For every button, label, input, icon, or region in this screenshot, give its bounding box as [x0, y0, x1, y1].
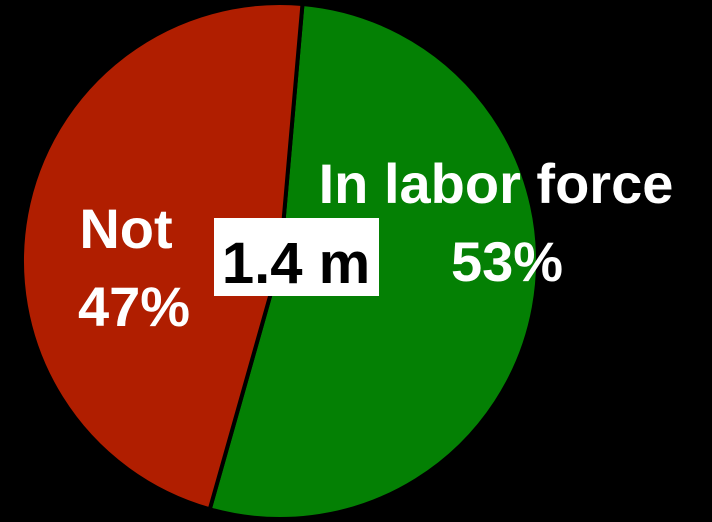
- slice-value-not: 47%: [78, 275, 190, 338]
- center-label-box: [214, 218, 379, 296]
- slice-value-in-labor-force: 53%: [451, 230, 563, 293]
- slice-label-in-labor-force: In labor force: [319, 152, 674, 215]
- center-label: 1.4 m: [222, 231, 370, 296]
- slice-label-not: Not: [79, 197, 172, 260]
- pie-slice-not: [19, 1, 305, 512]
